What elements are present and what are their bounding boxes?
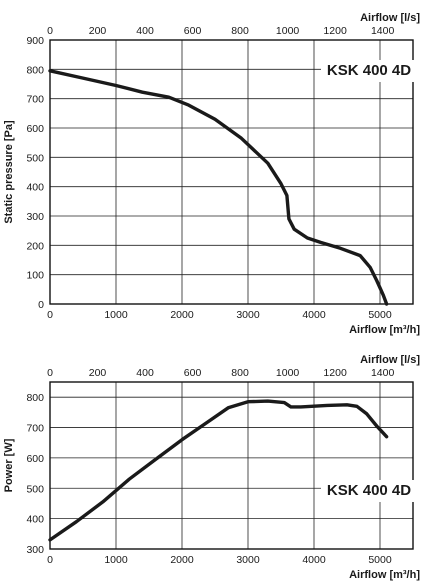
x-tick-label: 0: [47, 309, 53, 321]
y-tick-label: 100: [26, 270, 44, 282]
x-tick-label: 0: [47, 554, 53, 566]
x2-tick-label: 800: [231, 25, 249, 37]
y-tick-label: 300: [26, 211, 44, 223]
y-tick-label: 900: [26, 35, 44, 47]
x-tick-label: 2000: [170, 554, 194, 566]
x2-tick-label: 1200: [323, 25, 347, 37]
x-axis-label: Airflow [m³/h]: [349, 569, 420, 581]
x2-tick-label: 1400: [371, 367, 395, 379]
x-tick-label: 1000: [104, 554, 128, 566]
y-tick-label: 800: [26, 392, 44, 404]
x2-tick-label: 400: [136, 25, 154, 37]
y-tick-label: 300: [26, 544, 44, 556]
x2-tick-label: 200: [89, 367, 107, 379]
series-line: [48, 399, 389, 542]
y-tick-label: 500: [26, 152, 44, 164]
plot-frame: [49, 39, 414, 305]
x-tick-label: 5000: [368, 554, 392, 566]
x-tick-label: 3000: [236, 309, 260, 321]
y-axis-label: Power [W]: [3, 438, 15, 492]
x2-tick-label: 600: [184, 367, 202, 379]
plot-frame: [49, 381, 414, 550]
x-tick-label: 5000: [368, 309, 392, 321]
y-tick-label: 0: [38, 299, 44, 311]
y-tick-label: 400: [26, 514, 44, 526]
x2-tick-label: 1000: [276, 25, 300, 37]
x-axis-label: Airflow [m³/h]: [349, 324, 420, 336]
title-background: [321, 480, 417, 502]
y-tick-label: 500: [26, 483, 44, 495]
y-tick-label: 800: [26, 64, 44, 76]
x2-tick-label: 600: [184, 25, 202, 37]
y-tick-label: 600: [26, 453, 44, 465]
x2-tick-label: 1000: [276, 367, 300, 379]
x2-tick-label: 400: [136, 367, 154, 379]
x2-tick-label: 200: [89, 25, 107, 37]
x-tick-label: 4000: [302, 309, 326, 321]
y-tick-label: 700: [26, 94, 44, 106]
x-tick-label: 1000: [104, 309, 128, 321]
y-tick-label: 200: [26, 240, 44, 252]
x-tick-label: 2000: [170, 309, 194, 321]
y-tick-label: 700: [26, 423, 44, 435]
x2-axis-label: Airflow [l/s]: [360, 12, 420, 24]
x2-tick-label: 0: [47, 25, 53, 37]
x2-tick-label: 1400: [371, 25, 395, 37]
series-line: [48, 69, 389, 306]
power-chart: 0 1000 2000 3000 4000 5000 0 200 400 600 800 1000 12…: [3, 354, 420, 581]
chart-title: KSK 400 4D: [327, 62, 411, 79]
x2-tick-label: 800: [231, 367, 249, 379]
y-tick-label: 400: [26, 182, 44, 194]
y-tick-label: 600: [26, 123, 44, 135]
x-tick-label: 3000: [236, 554, 260, 566]
x2-tick-label: 1200: [323, 367, 347, 379]
x2-tick-label: 0: [47, 367, 53, 379]
x2-axis-label: Airflow [l/s]: [360, 354, 420, 366]
title-background: [321, 60, 417, 82]
x-tick-label: 4000: [302, 554, 326, 566]
y-axis-label: Static pressure [Pa]: [3, 120, 15, 224]
chart-title: KSK 400 4D: [327, 482, 411, 499]
